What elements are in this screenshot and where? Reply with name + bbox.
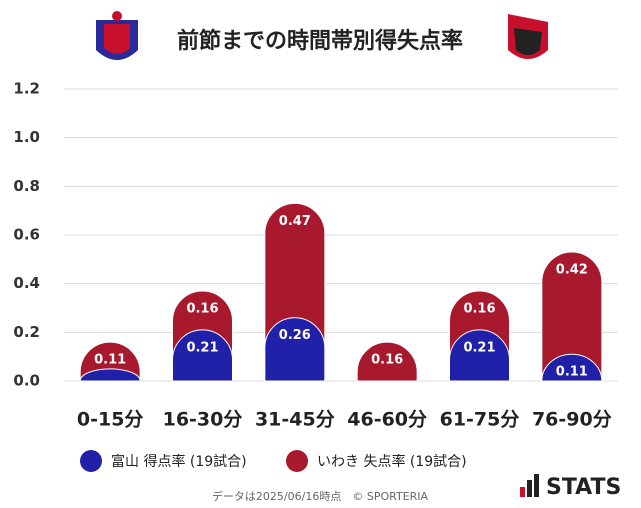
value-label: 0.26 bbox=[279, 328, 311, 343]
value-label: 0.11 bbox=[94, 353, 126, 368]
x-tick-label: 61-75分 bbox=[440, 409, 520, 431]
value-label: 0.16 bbox=[463, 301, 495, 316]
value-label: 0.42 bbox=[556, 263, 588, 278]
brand: STATS bbox=[546, 475, 621, 500]
value-label: 0.16 bbox=[371, 353, 403, 368]
y-tick-label: 1.2 bbox=[13, 80, 40, 98]
legend-label: いわき 失点率 (19試合) bbox=[317, 453, 467, 470]
bar-segment bbox=[264, 317, 326, 382]
x-tick-label: 76-90分 bbox=[532, 409, 612, 431]
x-tick-label: 0-15分 bbox=[77, 409, 144, 431]
value-label: 0.11 bbox=[556, 365, 588, 380]
bar-segment bbox=[449, 329, 510, 382]
value-label: 0.21 bbox=[463, 340, 495, 355]
y-tick-label: 0.6 bbox=[13, 226, 40, 244]
chart-title: 前節までの時間帯別得失点率 bbox=[177, 28, 463, 54]
y-tick-label: 0.2 bbox=[13, 323, 40, 341]
y-tick-label: 0.0 bbox=[13, 372, 40, 390]
value-label: 0.21 bbox=[186, 340, 218, 355]
bar-segment bbox=[79, 368, 141, 382]
value-label: 0.16 bbox=[186, 301, 218, 316]
brand-icon bbox=[520, 474, 539, 497]
x-tick-label: 16-30分 bbox=[163, 409, 243, 431]
x-tick-label: 31-45分 bbox=[255, 409, 335, 431]
home-logo bbox=[96, 11, 138, 60]
bar-segment bbox=[541, 353, 603, 382]
bar-segment bbox=[356, 341, 418, 382]
bar-segment bbox=[541, 251, 603, 382]
away-logo bbox=[508, 14, 548, 59]
footer: データは2025/06/16時点 © SPORTERIA bbox=[212, 489, 429, 503]
value-label: 0.47 bbox=[279, 214, 311, 229]
x-tick-label: 46-60分 bbox=[347, 409, 427, 431]
y-tick-label: 0.8 bbox=[13, 177, 40, 195]
bar-segment bbox=[172, 329, 233, 382]
y-tick-label: 1.0 bbox=[13, 128, 40, 146]
y-tick-label: 0.4 bbox=[13, 274, 40, 292]
legend-marker bbox=[286, 450, 308, 472]
legend-label: 富山 得点率 (19試合) bbox=[111, 453, 247, 470]
legend-marker bbox=[80, 450, 102, 472]
